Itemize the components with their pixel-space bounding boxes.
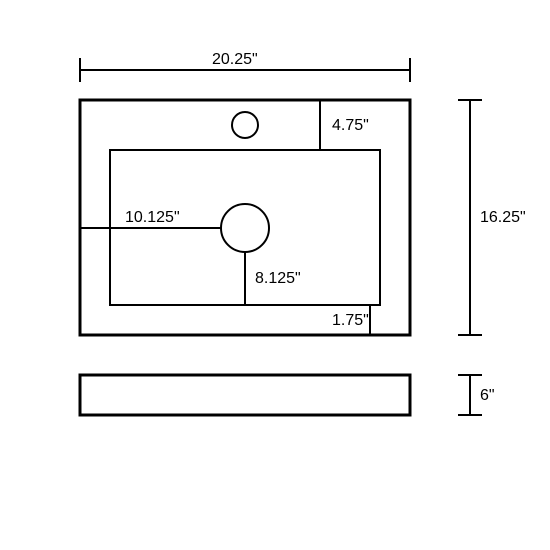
dim-left-drain: 10.125" <box>80 209 221 238</box>
dim-top-width-label: 20.25" <box>212 51 258 68</box>
dim-right-main-label: 16.25" <box>480 209 526 226</box>
dim-right-side: 6" <box>458 375 495 415</box>
dim-left-drain-label: 10.125" <box>125 209 180 226</box>
dim-drain-bottom-label: 8.125" <box>255 270 301 287</box>
side-view-rect <box>80 375 410 415</box>
dim-faucet-top-label: 4.75" <box>332 117 369 134</box>
dim-inner-bottom: 1.75" <box>332 305 380 335</box>
dim-right-main: 16.25" <box>458 100 526 335</box>
dim-drain-bottom: 8.125" <box>235 252 301 305</box>
technical-drawing: 20.25" 16.25" 6" 4.75" 1.75" 10.125" <box>0 0 550 550</box>
drain-hole <box>221 204 269 252</box>
dim-inner-bottom-label: 1.75" <box>332 312 369 329</box>
dim-faucet-top: 4.75" <box>310 100 369 150</box>
dim-top-width: 20.25" <box>80 51 410 82</box>
faucet-hole <box>232 112 258 138</box>
dim-right-side-label: 6" <box>480 387 495 404</box>
